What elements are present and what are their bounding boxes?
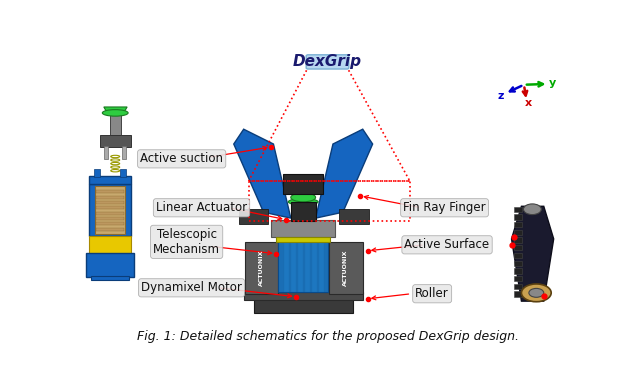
Bar (89, 176, 131, 184)
Text: Telescopic
Mechanism: Telescopic Mechanism (153, 228, 220, 256)
Bar (514, 230, 522, 235)
Circle shape (529, 288, 544, 297)
Polygon shape (234, 129, 291, 218)
Bar (284, 241, 289, 292)
Bar (94, 169, 100, 177)
Bar (514, 276, 522, 281)
FancyBboxPatch shape (306, 55, 349, 69)
Ellipse shape (289, 199, 318, 205)
Bar (514, 261, 522, 266)
Bar (96, 212, 124, 214)
Text: Roller: Roller (415, 287, 449, 300)
Text: y: y (549, 79, 556, 89)
Bar (278, 240, 328, 292)
Bar (89, 236, 131, 254)
Bar (514, 238, 522, 243)
Bar (312, 241, 317, 292)
Circle shape (524, 204, 541, 214)
Text: ACTUONIX: ACTUONIX (259, 250, 264, 286)
Text: ACTUONIX: ACTUONIX (343, 250, 348, 286)
Circle shape (522, 284, 551, 302)
Bar (104, 146, 108, 159)
Bar (514, 284, 522, 289)
Text: Fin Ray Finger: Fin Ray Finger (403, 201, 486, 214)
Text: z: z (497, 91, 504, 101)
Bar (96, 228, 124, 231)
Bar (339, 209, 369, 224)
Text: Linear Actuator: Linear Actuator (156, 201, 247, 214)
Bar (514, 207, 522, 212)
Text: Active suction: Active suction (140, 152, 223, 165)
Bar (305, 241, 310, 292)
Polygon shape (511, 206, 554, 301)
Text: DexGrip: DexGrip (293, 54, 362, 69)
Bar (122, 146, 126, 159)
Bar (514, 268, 522, 274)
Bar (244, 242, 278, 294)
Bar (96, 206, 124, 209)
Bar (514, 222, 522, 227)
Bar (291, 241, 296, 292)
Bar (284, 174, 323, 194)
Bar (96, 217, 124, 220)
Bar (514, 291, 522, 297)
Bar (96, 201, 124, 204)
Bar (291, 202, 316, 221)
Bar (514, 214, 522, 219)
Bar (514, 245, 522, 251)
Text: Active Surface: Active Surface (404, 238, 490, 251)
Bar (120, 169, 126, 177)
Ellipse shape (291, 193, 316, 202)
Bar (110, 113, 121, 135)
Bar (514, 253, 522, 258)
Bar (96, 222, 124, 225)
Bar (249, 181, 410, 221)
Ellipse shape (102, 110, 128, 116)
Text: Dynamixel Motor: Dynamixel Motor (141, 281, 242, 294)
Polygon shape (316, 129, 372, 218)
Bar (319, 241, 324, 292)
Bar (96, 190, 124, 193)
Bar (100, 135, 131, 147)
Bar (239, 209, 269, 224)
Bar (86, 253, 134, 278)
Text: x: x (524, 99, 532, 109)
Bar (329, 242, 363, 294)
Polygon shape (104, 107, 127, 113)
Bar (95, 186, 125, 234)
Bar (253, 298, 353, 313)
Bar (96, 196, 124, 199)
Bar (92, 276, 129, 280)
Bar (244, 292, 363, 300)
Bar (271, 219, 335, 238)
Bar (298, 241, 303, 292)
Bar (89, 184, 131, 236)
Text: Fig. 1: Detailed schematics for the proposed DexGrip design.: Fig. 1: Detailed schematics for the prop… (137, 330, 519, 343)
Bar (276, 237, 330, 243)
